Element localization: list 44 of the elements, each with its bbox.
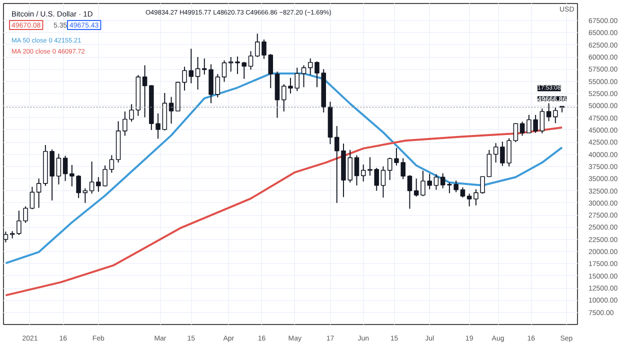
candlestick (434, 174, 439, 190)
candlestick (553, 107, 558, 124)
candlestick (156, 112, 160, 140)
candlestick (168, 96, 174, 124)
candlestick (70, 164, 74, 187)
candlestick (513, 122, 518, 143)
candlestick (334, 126, 340, 204)
candlestick (222, 60, 227, 82)
candlestick (215, 74, 220, 98)
candlestick (520, 121, 525, 136)
candlestick (360, 164, 366, 182)
candlestick (36, 178, 42, 208)
candlestick (23, 206, 28, 224)
line-series (4, 126, 564, 296)
candlestick (387, 157, 392, 181)
candlestick (195, 56, 200, 90)
candlestick (400, 158, 406, 180)
candlestick (109, 154, 114, 174)
candlestick (354, 154, 360, 186)
candlestick (4, 231, 8, 243)
candlestick (301, 64, 306, 88)
candlestick (89, 161, 94, 194)
candlestick (394, 147, 399, 166)
candlestick (440, 172, 446, 189)
candlestick (493, 142, 498, 164)
candlestick (466, 193, 472, 207)
candlestick (248, 50, 254, 70)
candlestick (202, 58, 207, 76)
candlestick (56, 153, 62, 185)
candlestick (486, 149, 492, 178)
candlestick (460, 186, 466, 198)
candlestick (82, 188, 88, 204)
candlestick (142, 64, 148, 118)
candlestick (30, 186, 35, 210)
candlestick (380, 166, 386, 198)
candlestick (188, 48, 194, 84)
candlestick (242, 61, 247, 80)
candlestick (62, 155, 68, 182)
candlestick (268, 54, 274, 89)
candlestick (407, 174, 412, 210)
candlestick (540, 108, 545, 134)
candlestick (76, 174, 81, 199)
candlestick (16, 210, 22, 236)
candlestick (414, 178, 419, 198)
